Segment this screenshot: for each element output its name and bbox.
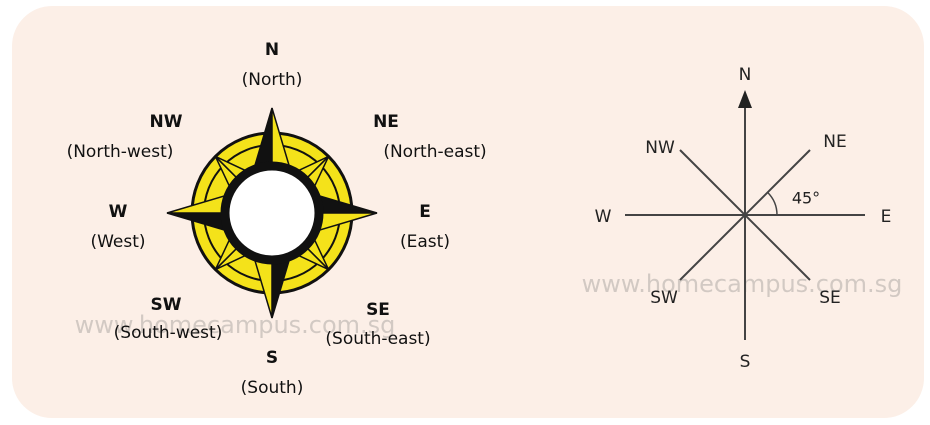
direction-name: (North) (242, 70, 303, 90)
diagram: www.homecampus.com.sg www.homecampus.com… (0, 0, 930, 425)
line-label: SW (650, 288, 678, 308)
line-label: NE (823, 132, 846, 152)
direction-name: (South-east) (325, 329, 430, 349)
line-label: S (740, 352, 751, 372)
panel (12, 6, 924, 418)
direction-abbr: SE (366, 300, 390, 320)
direction-name: (East) (400, 232, 450, 252)
direction-abbr: E (419, 202, 431, 222)
line-label: NW (645, 138, 675, 158)
direction-abbr: W (109, 202, 128, 222)
direction-abbr: N (265, 40, 279, 60)
line-label: E (881, 207, 892, 227)
direction-name: (North-west) (67, 142, 174, 162)
direction-abbr: NE (373, 112, 399, 132)
line-label: N (739, 65, 752, 85)
watermark: www.homecampus.com.sg (582, 270, 903, 298)
direction-name: (West) (90, 232, 145, 252)
direction-name: (South-west) (114, 323, 223, 343)
inner-circle (225, 166, 319, 260)
line-label: W (595, 207, 612, 227)
direction-abbr: S (266, 348, 278, 368)
line-label: SE (819, 288, 841, 308)
direction-abbr: SW (151, 295, 182, 315)
direction-name: (South) (241, 378, 304, 398)
direction-name: (North-east) (383, 142, 486, 162)
angle-label: 45° (792, 189, 820, 208)
direction-abbr: NW (150, 112, 183, 132)
